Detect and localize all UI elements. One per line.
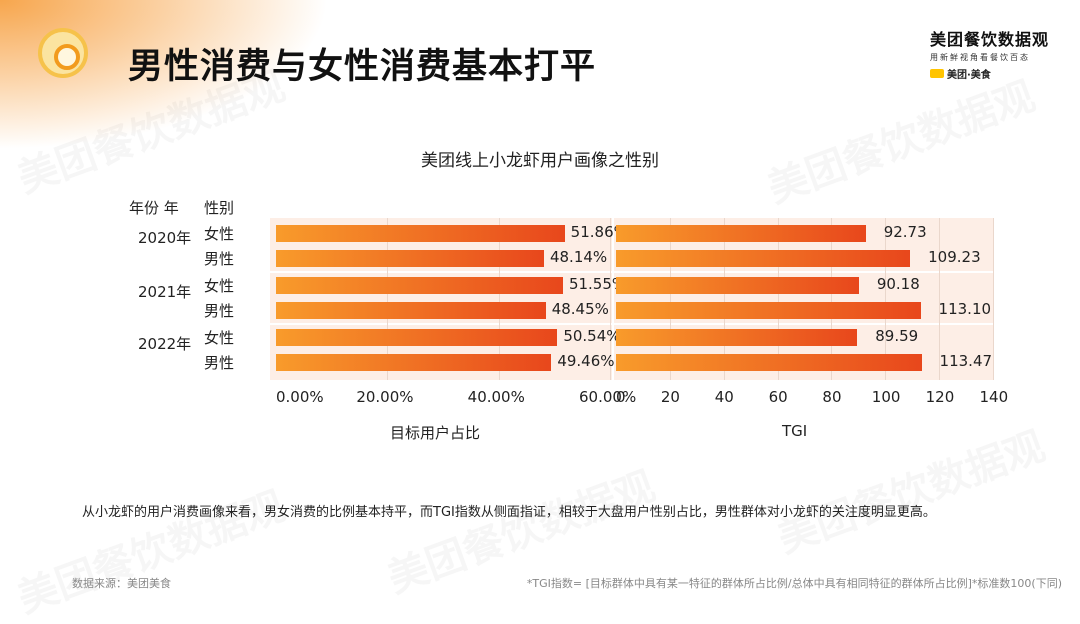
chart-title: 美团线上小龙虾用户画像之性别 <box>421 151 659 171</box>
tgi-note: *TGI指数= [目标群体中具有某一特征的群体所占比例/总体中具有相同特征的群体… <box>526 577 1062 590</box>
data-label-share: 51.55% <box>568 275 627 293</box>
year-label: 2021年 <box>138 283 192 301</box>
brand-name: 美团餐饮数据观 <box>930 30 1050 49</box>
bar-tgi <box>616 225 866 242</box>
data-label-tgi: 109.23 <box>928 248 981 266</box>
gridline <box>885 218 887 380</box>
x-tick-label: 60 <box>768 388 788 406</box>
bar-tgi <box>616 250 911 267</box>
x-tick-label: 20 <box>660 388 680 406</box>
data-label-share: 51.86% <box>570 223 628 241</box>
data-label-share: 49.46% <box>557 352 615 370</box>
gridline <box>387 218 389 380</box>
gender-label: 男性 <box>204 354 235 372</box>
bar-share <box>276 250 544 267</box>
bar-share <box>276 329 558 346</box>
x-tick-label: 20.00% <box>356 388 414 406</box>
brand-sub: 美团·美食 <box>930 66 1058 81</box>
gridline <box>610 218 611 380</box>
bar-tgi <box>616 277 859 294</box>
gender-label: 男性 <box>204 302 235 320</box>
bar-share <box>276 354 552 371</box>
watermark: 美团餐饮数据观 <box>9 474 292 624</box>
data-label-tgi: 113.10 <box>938 300 992 318</box>
bar-share <box>276 277 563 294</box>
data-label-tgi: 113.47 <box>939 352 993 370</box>
watermark: 美团餐饮数据观 <box>759 64 1042 214</box>
x-tick-label: 40.00% <box>467 388 525 406</box>
gridline <box>939 218 941 380</box>
data-source: 数据来源：美团美食 <box>72 577 171 590</box>
bar-tgi <box>616 302 921 319</box>
watermark: 美团餐饮数据观 <box>769 414 1052 564</box>
group-divider <box>270 323 993 325</box>
summary-text: 从小龙虾的用户消费画像来看，男女消费的比例基本持平，而TGI指数从侧面指证，相较… <box>82 505 936 520</box>
x-tick-label: 0.00% <box>276 388 324 406</box>
bar-share <box>276 225 565 242</box>
bar-share <box>276 302 546 319</box>
gridline <box>723 218 725 380</box>
x-tick-label: 0 <box>616 388 626 406</box>
panel-background-tgi <box>614 218 993 380</box>
x-tick-label: 120 <box>925 388 955 406</box>
header-gender: 性别 <box>204 199 235 217</box>
data-label-tgi: 89.59 <box>875 327 919 345</box>
gender-label: 女性 <box>204 277 235 295</box>
data-label-tgi: 90.18 <box>876 275 920 293</box>
year-label: 2020年 <box>138 229 192 247</box>
group-divider <box>270 271 993 273</box>
gridline <box>777 218 779 380</box>
bar-tgi <box>616 354 922 371</box>
brand-sub-label: 美团·美食 <box>947 70 991 81</box>
header-year: 年份 年 <box>129 199 179 217</box>
panel-background-share <box>270 218 612 380</box>
gender-label: 女性 <box>204 329 235 347</box>
brand-logo: 美团餐饮数据观 用新鲜视角看餐饮百态 美团·美食 <box>930 26 1058 81</box>
location-pin-logo-icon <box>38 28 88 78</box>
gridline <box>831 218 833 380</box>
data-label-tgi: 92.73 <box>883 223 927 241</box>
x-axis-title-tgi: TGI <box>782 422 808 440</box>
gridline <box>498 218 500 380</box>
x-tick-label: 100 <box>871 388 901 406</box>
data-label-share: 50.54% <box>563 327 621 345</box>
data-label-share: 48.14% <box>549 248 608 266</box>
x-tick-label: 140 <box>979 388 1009 406</box>
x-tick-label: 80 <box>822 388 842 406</box>
year-label: 2022年 <box>138 335 192 353</box>
x-tick-label: 40 <box>714 388 734 406</box>
gender-label: 女性 <box>204 225 235 243</box>
x-axis-title-share: 目标用户占比 <box>390 424 481 442</box>
page-title: 男性消费与女性消费基本打平 <box>128 47 597 87</box>
brand-tagline: 用新鲜视角看餐饮百态 <box>930 53 1030 62</box>
x-tick-label: 60.00% <box>579 388 637 406</box>
gridline <box>669 218 671 380</box>
data-label-share: 48.45% <box>551 300 609 318</box>
gridline <box>993 218 994 380</box>
bar-tgi <box>616 329 858 346</box>
gender-label: 男性 <box>204 250 235 268</box>
meituan-mini-logo-icon <box>930 69 944 78</box>
